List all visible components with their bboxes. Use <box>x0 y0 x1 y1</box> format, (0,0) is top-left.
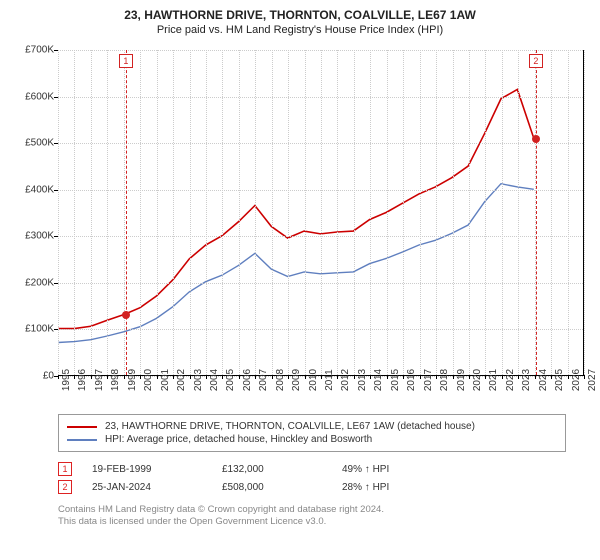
y-tick-label: £500K <box>25 138 54 149</box>
marker-line <box>536 50 537 375</box>
y-tick-label: £400K <box>25 184 54 195</box>
x-tick-label: 2005 <box>225 369 236 391</box>
y-tick-label: £300K <box>25 231 54 242</box>
x-tick-label: 1995 <box>61 369 72 391</box>
marker-id-box: 2 <box>58 480 72 494</box>
x-tick-label: 2021 <box>488 369 499 391</box>
y-tick-label: £600K <box>25 91 54 102</box>
legend-swatch <box>67 439 97 441</box>
chart-subtitle: Price paid vs. HM Land Registry's House … <box>10 24 590 36</box>
marker-line <box>126 50 127 375</box>
footer-line: This data is licensed under the Open Gov… <box>58 516 566 528</box>
marker-box: 2 <box>529 54 543 68</box>
y-tick-label: £700K <box>25 45 54 56</box>
x-tick-label: 2011 <box>324 369 335 391</box>
x-tick-label: 2000 <box>143 369 154 391</box>
y-tick-label: £0 <box>43 371 54 382</box>
x-tick-label: 2007 <box>258 369 269 391</box>
x-tick-label: 2006 <box>242 369 253 391</box>
x-tick-label: 2022 <box>505 369 516 391</box>
x-axis: 1995199619971998199920002001200220032004… <box>58 378 584 406</box>
marker-id-box: 1 <box>58 462 72 476</box>
x-tick-label: 1998 <box>110 369 121 391</box>
marker-box: 1 <box>119 54 133 68</box>
x-tick-label: 2024 <box>538 369 549 391</box>
x-tick-label: 2003 <box>193 369 204 391</box>
x-tick-label: 2010 <box>308 369 319 391</box>
series-price_paid <box>58 89 534 328</box>
marker-row: 2 25-JAN-2024 £508,000 28% ↑ HPI <box>58 478 566 496</box>
x-tick-label: 2026 <box>571 369 582 391</box>
marker-price: £508,000 <box>222 482 342 493</box>
x-tick-label: 2009 <box>291 369 302 391</box>
legend-item: HPI: Average price, detached house, Hinc… <box>67 433 557 446</box>
x-tick-label: 2002 <box>176 369 187 391</box>
x-tick-label: 1996 <box>77 369 88 391</box>
marker-delta: 28% ↑ HPI <box>342 482 389 493</box>
marker-date: 19-FEB-1999 <box>92 464 222 475</box>
x-tick-label: 2027 <box>587 369 598 391</box>
chart-wrap: £0£100K£200K£300K£400K£500K£600K£700K 12… <box>10 46 590 406</box>
x-tick-label: 2012 <box>340 369 351 391</box>
marker-date: 25-JAN-2024 <box>92 482 222 493</box>
x-tick-label: 2015 <box>390 369 401 391</box>
marker-row: 1 19-FEB-1999 £132,000 49% ↑ HPI <box>58 460 566 478</box>
legend-label: 23, HAWTHORNE DRIVE, THORNTON, COALVILLE… <box>105 421 475 432</box>
x-tick-label: 2014 <box>373 369 384 391</box>
chart-title: 23, HAWTHORNE DRIVE, THORNTON, COALVILLE… <box>10 8 590 22</box>
x-tick-label: 2020 <box>472 369 483 391</box>
marker-delta: 49% ↑ HPI <box>342 464 389 475</box>
plot-area: 12 <box>58 50 584 376</box>
legend-swatch <box>67 426 97 428</box>
chart-container: 23, HAWTHORNE DRIVE, THORNTON, COALVILLE… <box>0 0 600 534</box>
x-tick-label: 2025 <box>554 369 565 391</box>
y-tick-label: £200K <box>25 277 54 288</box>
x-tick-label: 1997 <box>94 369 105 391</box>
y-tick-label: £100K <box>25 324 54 335</box>
x-tick-label: 2023 <box>521 369 532 391</box>
y-axis: £0£100K£200K£300K£400K£500K£600K£700K <box>10 50 56 376</box>
x-tick-label: 2017 <box>423 369 434 391</box>
legend: 23, HAWTHORNE DRIVE, THORNTON, COALVILLE… <box>58 414 566 452</box>
marker-point <box>122 311 130 319</box>
markers-table: 1 19-FEB-1999 £132,000 49% ↑ HPI 2 25-JA… <box>58 460 566 496</box>
x-tick-label: 2008 <box>275 369 286 391</box>
legend-label: HPI: Average price, detached house, Hinc… <box>105 434 372 445</box>
x-tick-label: 1999 <box>127 369 138 391</box>
marker-price: £132,000 <box>222 464 342 475</box>
x-tick-label: 2019 <box>456 369 467 391</box>
x-tick-label: 2013 <box>357 369 368 391</box>
x-tick-label: 2018 <box>439 369 450 391</box>
x-tick-label: 2004 <box>209 369 220 391</box>
legend-item: 23, HAWTHORNE DRIVE, THORNTON, COALVILLE… <box>67 420 557 433</box>
x-tick-label: 2001 <box>160 369 171 391</box>
marker-point <box>532 135 540 143</box>
footer: Contains HM Land Registry data © Crown c… <box>58 504 566 528</box>
footer-line: Contains HM Land Registry data © Crown c… <box>58 504 566 516</box>
x-tick-label: 2016 <box>406 369 417 391</box>
series-hpi <box>58 184 534 343</box>
